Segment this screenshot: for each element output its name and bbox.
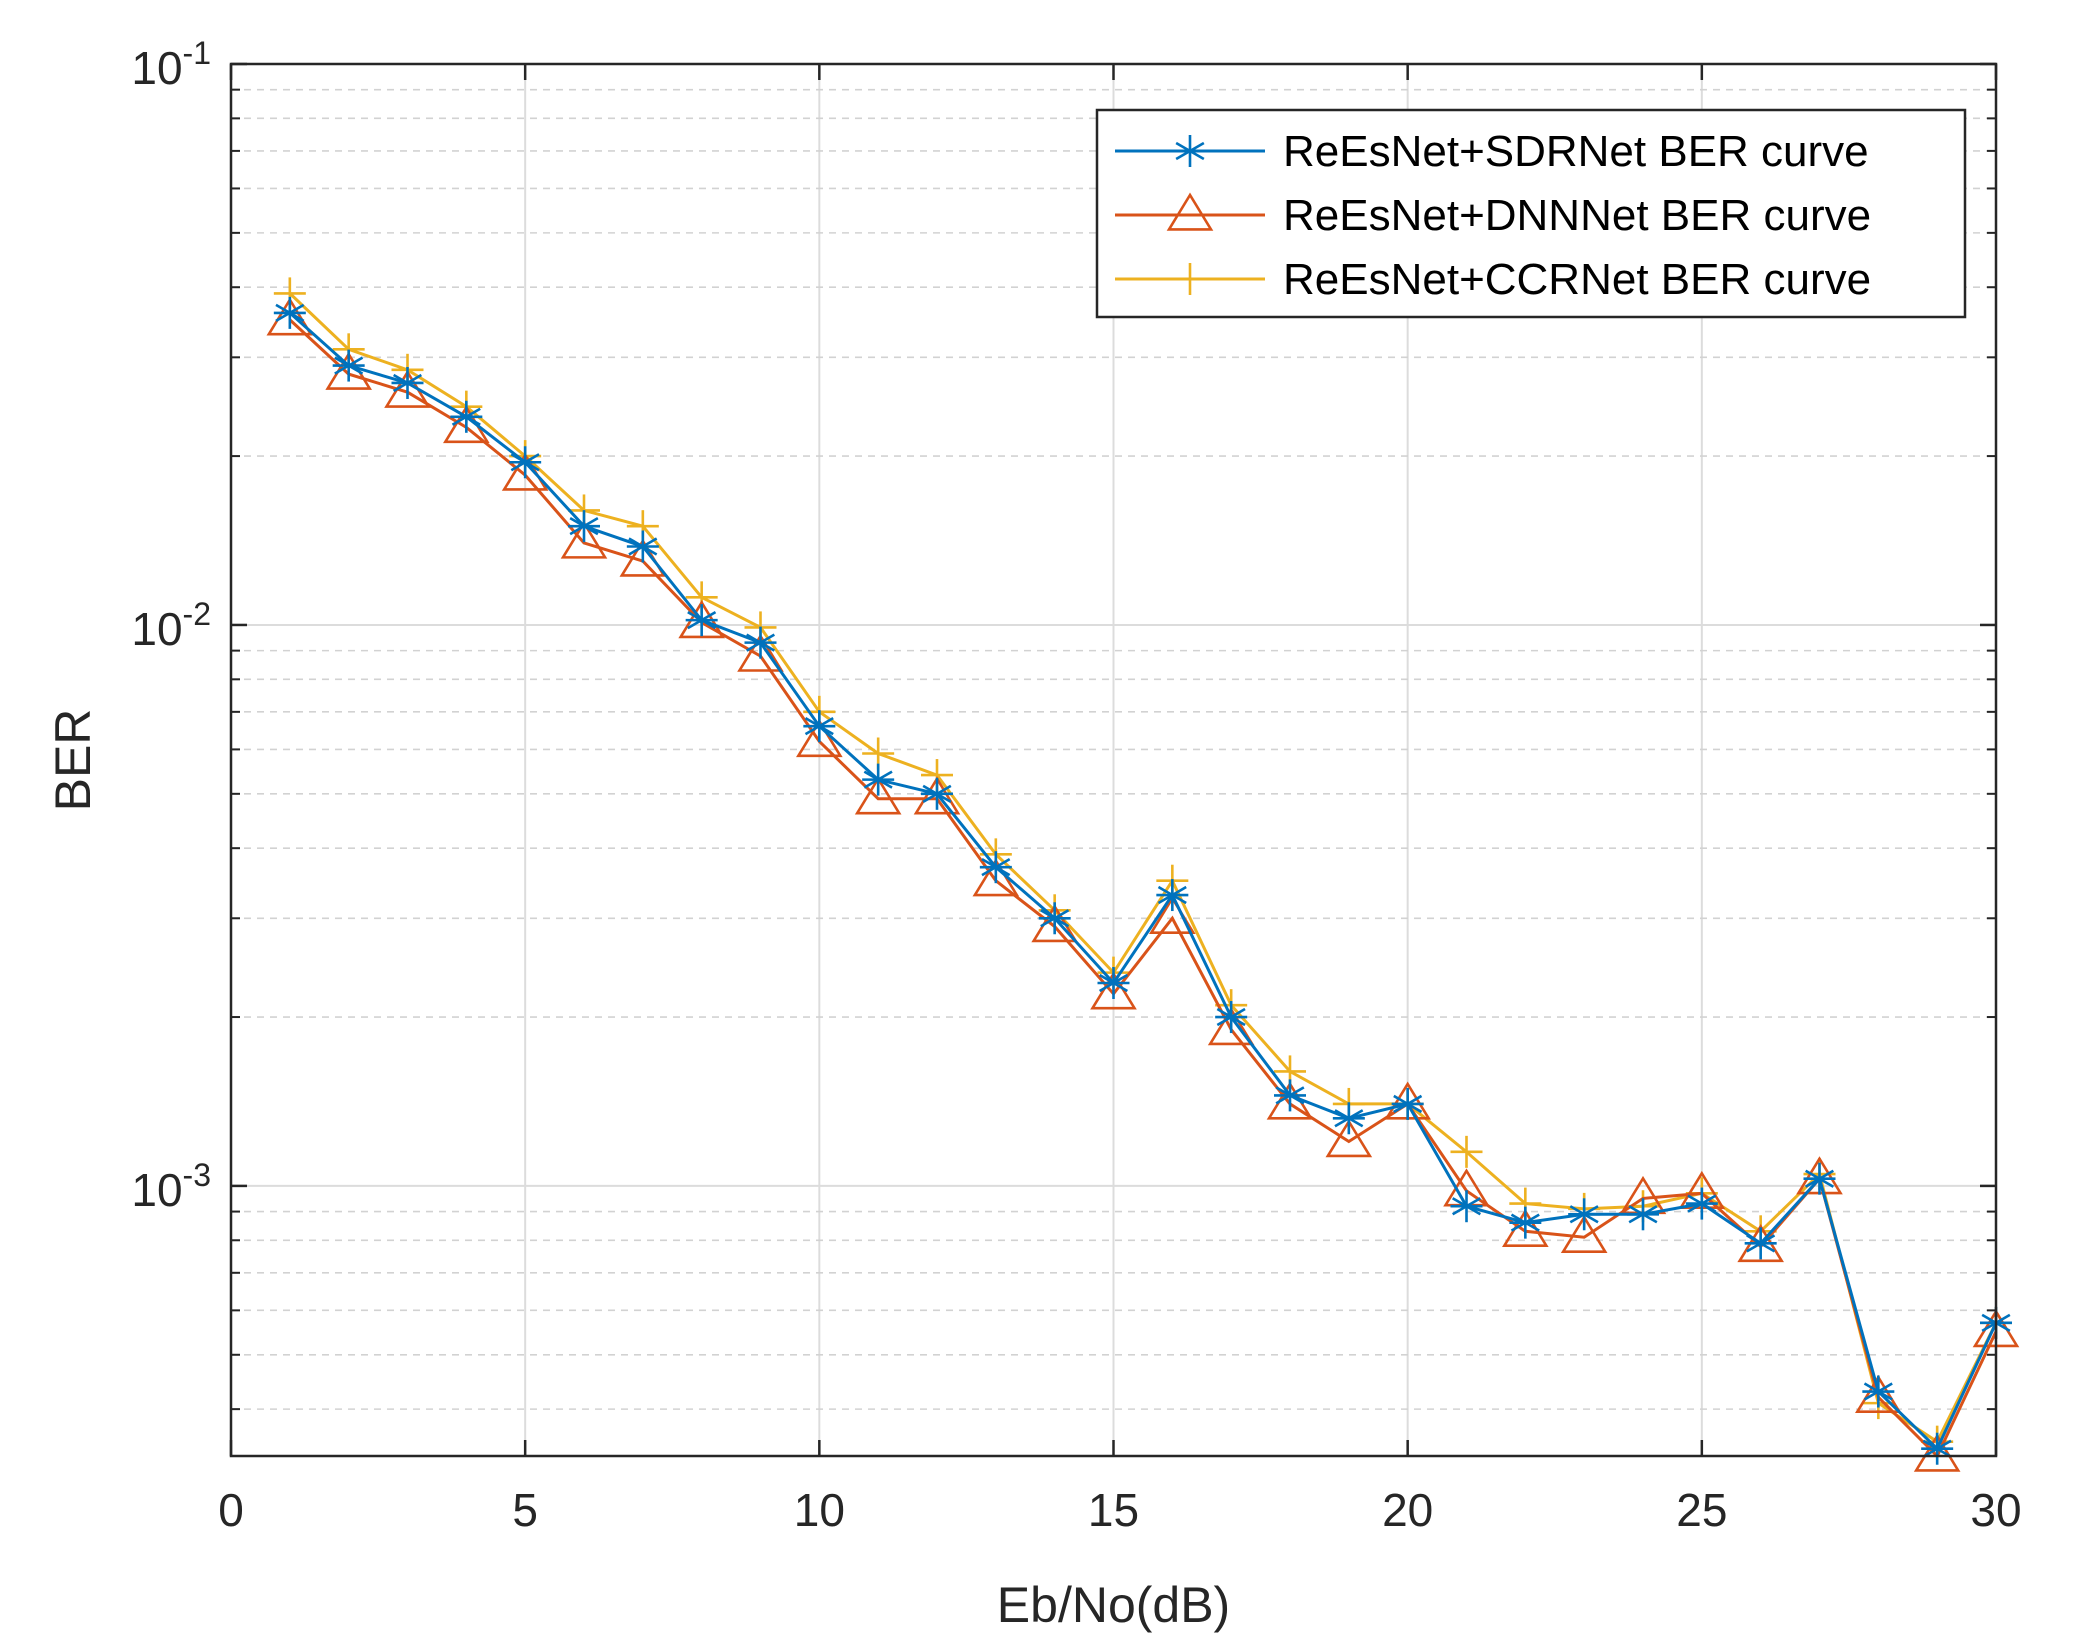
- y-tick-label: 10-2: [131, 596, 211, 655]
- data-point: [1627, 1198, 1659, 1231]
- data-point: [854, 776, 902, 815]
- series-3: [273, 277, 2012, 1458]
- data-point: [796, 718, 843, 758]
- data-point: [1207, 1007, 1255, 1046]
- data-point: [1274, 1079, 1306, 1112]
- series-line: [288, 292, 1998, 1444]
- data-point: [1325, 1118, 1373, 1158]
- data-point: [391, 366, 424, 399]
- data-point: [1803, 1162, 1836, 1195]
- data-point: [266, 297, 314, 336]
- x-tick-label: 10: [794, 1484, 845, 1536]
- legend-marker: [1174, 263, 1206, 295]
- data-point: [1855, 1374, 1902, 1413]
- data-point: [921, 777, 953, 810]
- x-axis-label: Eb/No(dB): [997, 1577, 1230, 1633]
- data-point: [744, 626, 777, 659]
- series-2: [266, 297, 2020, 1472]
- data-point: [1862, 1375, 1895, 1408]
- data-point: [1450, 1135, 1483, 1168]
- legend-marker: [1174, 135, 1206, 167]
- data-point: [450, 400, 483, 433]
- y-tick-label: 10-1: [131, 35, 211, 94]
- data-point: [1038, 902, 1071, 935]
- data-point: [332, 349, 365, 382]
- data-point: [1744, 1227, 1777, 1260]
- legend-entry-2: ReEsNet+DNNNet BER curve: [1115, 191, 1871, 240]
- data-point: [1332, 1102, 1365, 1135]
- data-point: [1568, 1198, 1601, 1231]
- x-tick-label: 0: [218, 1484, 244, 1536]
- data-point: [1450, 1190, 1483, 1223]
- legend-entry-1: ReEsNet+SDRNet BER curve: [1115, 127, 1869, 176]
- y-tick-label: 10-3: [131, 1157, 211, 1216]
- axis-ticks: 0 5 10 15 20 25 30 10-1 10-2 10-3: [131, 35, 2021, 1536]
- legend: ReEsNet+SDRNet BER curve ReEsNet+DNNNet B…: [1095, 108, 1967, 319]
- series-1: [273, 296, 2012, 1465]
- legend-label: ReEsNet+CCRNet BER curve: [1283, 255, 1871, 304]
- data-point: [1391, 1087, 1424, 1120]
- data-point: [626, 530, 659, 563]
- data-point: [862, 763, 895, 796]
- data-point: [273, 296, 306, 329]
- plot-series: [266, 277, 2020, 1472]
- legend-label: ReEsNet+SDRNet BER curve: [1283, 127, 1869, 176]
- data-point: [737, 633, 784, 672]
- series-line: [288, 311, 1998, 1452]
- data-point: [1913, 1433, 1961, 1472]
- data-point: [509, 446, 542, 479]
- data-point: [1685, 1187, 1718, 1220]
- data-point: [1509, 1206, 1542, 1239]
- data-point: [685, 604, 718, 637]
- x-tick-label: 30: [1970, 1484, 2021, 1536]
- data-point: [913, 776, 961, 815]
- legend-entry-3: ReEsNet+CCRNet BER curve: [1115, 255, 1871, 304]
- data-point: [1560, 1214, 1608, 1253]
- data-point: [979, 851, 1012, 884]
- y-axis-label: BER: [45, 709, 101, 812]
- data-point: [803, 710, 836, 743]
- data-point: [560, 520, 608, 559]
- data-point: [1097, 966, 1130, 999]
- data-point: [1090, 971, 1137, 1010]
- data-point: [1156, 879, 1189, 912]
- data-point: [568, 510, 600, 543]
- data-point: [1215, 1001, 1248, 1034]
- x-tick-label: 25: [1676, 1484, 1727, 1536]
- legend-label: ReEsNet+DNNNet BER curve: [1283, 191, 1871, 240]
- legend-marker: [1166, 192, 1214, 231]
- x-tick-label: 20: [1382, 1484, 1433, 1536]
- x-tick-label: 5: [512, 1484, 538, 1536]
- x-tick-label: 15: [1088, 1484, 1139, 1536]
- data-point: [1921, 1432, 1954, 1465]
